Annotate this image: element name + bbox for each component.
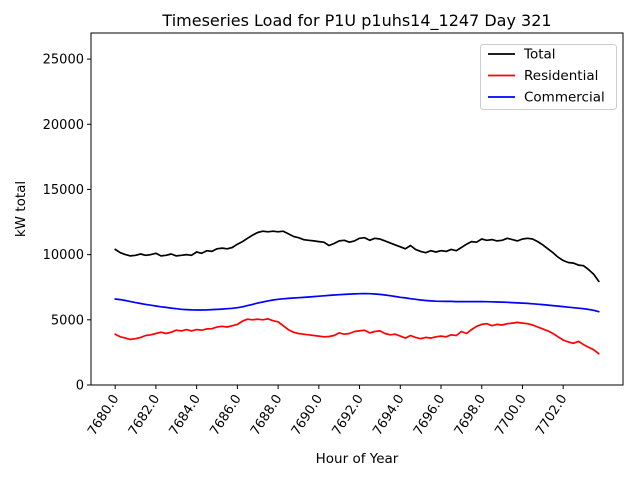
x-tick-label: 7684.0 [167, 392, 204, 438]
axes-spines [90, 32, 624, 386]
legend-box [480, 44, 617, 110]
x-tick-label: 7702.0 [533, 392, 570, 438]
chart-title: Timeseries Load for P1U p1uhs14_1247 Day… [161, 11, 551, 31]
x-tick-label: 7682.0 [126, 392, 163, 438]
y-tick-label: 15000 [43, 183, 84, 198]
legend: Total Residential Commercial [480, 44, 617, 110]
x-tick-label: 7700.0 [492, 392, 529, 438]
x-tick-label: 7680.0 [85, 392, 122, 438]
y-tick-label: 10000 [43, 248, 84, 263]
legend-label-total: Total [523, 47, 556, 63]
y-tick-label: 0 [76, 379, 84, 394]
legend-label-residential: Residential [524, 68, 598, 84]
x-tick-label: 7696.0 [411, 392, 448, 438]
legend-label-commercial: Commercial [524, 90, 605, 106]
series-line-total [114, 230, 600, 283]
x-tick-label: 7690.0 [289, 392, 326, 438]
y-tick-label: 25000 [43, 53, 84, 68]
y-axis-label: kW total [13, 181, 29, 237]
x-axis-label: Hour of Year [316, 451, 399, 467]
y-tick-label: 20000 [43, 118, 84, 133]
y-axis-ticks: 0 5000 10000 15000 20000 25000 [43, 53, 91, 394]
series-line-residential [114, 317, 600, 355]
x-axis-ticks: 7680.0 7682.0 7684.0 7686.0 7688.0 7690.0 7692… [85, 385, 571, 438]
x-tick-label: 7698.0 [452, 392, 489, 438]
x-tick-label: 7688.0 [248, 392, 285, 438]
x-tick-label: 7686.0 [207, 392, 244, 438]
series-line-commercial [114, 292, 600, 313]
x-tick-label: 7692.0 [330, 392, 367, 438]
x-tick-label: 7694.0 [370, 392, 407, 438]
y-tick-label: 5000 [51, 313, 84, 328]
